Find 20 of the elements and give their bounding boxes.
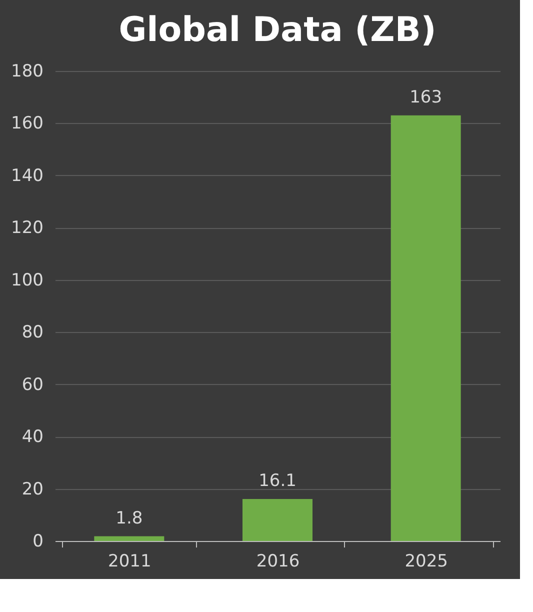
bar xyxy=(390,115,461,541)
y-tick-label: 60 xyxy=(22,374,44,395)
x-tick-label: 2011 xyxy=(108,552,152,572)
y-tick-label: 40 xyxy=(22,427,44,448)
y-tick-label: 0 xyxy=(32,532,44,552)
data-label: 163 xyxy=(410,87,442,108)
y-tick-label: 100 xyxy=(11,270,44,290)
y-tick-label: 180 xyxy=(11,62,44,82)
chart-title: Global Data (ZB) xyxy=(118,10,436,50)
y-tick-label: 20 xyxy=(22,479,44,500)
x-tick-label: 2016 xyxy=(256,552,300,572)
data-label: 16.1 xyxy=(258,470,296,491)
data-label: 1.8 xyxy=(116,508,143,528)
y-tick-label: 120 xyxy=(11,218,44,238)
y-tick-label: 140 xyxy=(11,166,44,186)
y-tick-label: 80 xyxy=(22,322,44,343)
bar xyxy=(94,536,164,541)
bar xyxy=(242,498,312,541)
y-tick-label: 160 xyxy=(11,114,44,134)
x-tick-label: 2025 xyxy=(404,552,448,572)
